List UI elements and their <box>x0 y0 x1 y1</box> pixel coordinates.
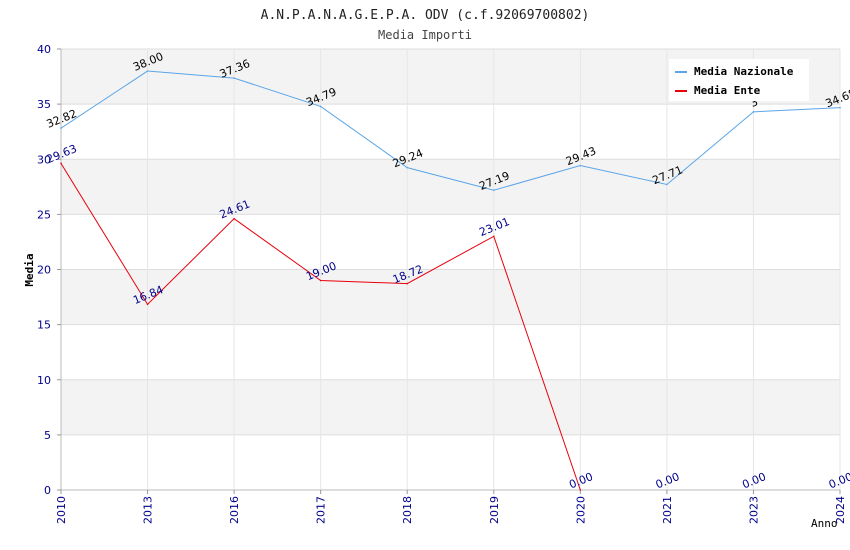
y-tick-label: 5 <box>44 429 51 442</box>
y-tick-labels: 0 5 10 15 20 25 30 35 40 <box>37 43 51 497</box>
plot-bands <box>61 49 840 435</box>
y-tick-label: 35 <box>37 98 51 111</box>
data-label: 0.00 <box>567 470 595 491</box>
data-point <box>666 183 668 186</box>
chart-title: A.N.P.A.N.A.G.E.P.A. ODV (c.f.9206970080… <box>261 8 590 23</box>
y-tick-label: 25 <box>37 208 51 221</box>
series-line-0 <box>60 70 841 191</box>
plot-band <box>61 379 840 435</box>
plot-band <box>61 159 840 215</box>
legend: Media Nazionale Media Ente <box>669 59 809 101</box>
data-point <box>319 279 322 282</box>
y-axis-label: Media <box>23 253 36 286</box>
data-point <box>406 166 409 169</box>
grid-lines <box>61 48 841 490</box>
x-axis-label: Anno <box>811 517 838 530</box>
y-tick-label: 30 <box>37 153 51 166</box>
data-point <box>60 162 62 165</box>
data-point <box>839 106 841 109</box>
x-tick-label: 2020 <box>574 496 587 524</box>
axes <box>57 48 841 494</box>
data-point <box>233 77 235 79</box>
data-label: 0.00 <box>654 470 682 491</box>
y-tick-label: 15 <box>37 319 51 332</box>
series-layer <box>60 70 841 491</box>
data-point <box>233 217 235 220</box>
data-point <box>492 235 495 238</box>
y-tick-label: 0 <box>44 484 51 497</box>
data-point <box>752 111 755 113</box>
x-tick-label: 2017 <box>315 496 328 524</box>
data-point <box>579 164 582 167</box>
legend-box <box>669 59 809 101</box>
chart-subtitle: Media Importi <box>378 28 472 42</box>
data-point <box>319 105 322 108</box>
data-point <box>579 489 582 491</box>
data-point <box>492 189 495 192</box>
data-point <box>406 282 409 285</box>
x-tick-labels: 2010 2013 2016 2017 2018 2019 2020 2021 2023 2024 <box>55 496 847 524</box>
data-label: 3 <box>748 95 759 110</box>
plot-band <box>61 269 840 325</box>
legend-entry-media-ente: Media Ente <box>694 84 761 97</box>
y-tick-label: 40 <box>37 43 51 56</box>
x-tick-label: 2016 <box>228 496 241 524</box>
x-tick-label: 2024 <box>834 496 847 524</box>
x-tick-label: 2010 <box>55 496 68 524</box>
x-tick-label: 2018 <box>401 496 414 524</box>
data-label: 0.00 <box>740 470 768 491</box>
data-point <box>146 70 149 72</box>
legend-entry-media-nazionale: Media Nazionale <box>694 65 794 78</box>
y-tick-label: 10 <box>37 374 51 387</box>
x-tick-label: 2013 <box>142 496 155 524</box>
x-tick-label: 2023 <box>747 496 760 524</box>
x-tick-label: 2021 <box>661 496 674 524</box>
data-point <box>60 127 62 129</box>
y-tick-label: 20 <box>37 264 51 277</box>
data-label: 0.00 <box>827 470 850 491</box>
x-tick-label: 2019 <box>488 496 501 524</box>
data-point <box>146 303 149 306</box>
data-label: 23.01 <box>477 215 511 239</box>
